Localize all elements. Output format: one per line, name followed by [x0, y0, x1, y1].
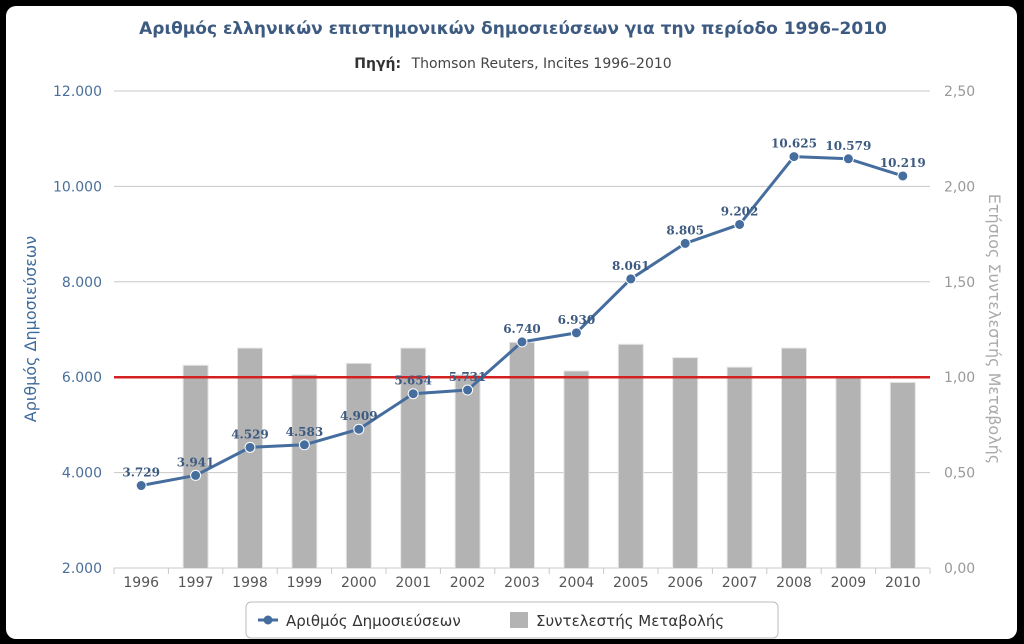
- bar: [455, 375, 480, 568]
- legend-line-marker: [263, 615, 273, 625]
- y-left-tick-label: 2.000: [62, 561, 102, 577]
- bar: [890, 382, 915, 568]
- legend-line-label: Αριθμός Δημοσιεύσεων: [286, 612, 461, 630]
- data-point: [407, 388, 419, 400]
- data-label: 10.579: [825, 139, 871, 153]
- chart-subtitle: Πηγή: Thomson Reuters, Incites 1996–2010: [354, 56, 671, 72]
- data-point: [897, 170, 909, 182]
- data-point: [570, 327, 582, 339]
- bar: [673, 358, 698, 568]
- y-axis-right-title: Ετήσιος Συντελεστής Μεταβολής: [985, 194, 1004, 464]
- data-point: [679, 237, 691, 249]
- y-right-tick-label: 0,00: [944, 561, 975, 577]
- chart-title: Αριθμός ελληνικών επιστημονικών δημοσιεύ…: [139, 19, 887, 39]
- data-label: 5.731: [449, 370, 487, 384]
- line-series-group: 3.729 3.941 4.529 4.583 4.909 5.654 5.731 6.740…: [122, 137, 926, 492]
- y-axis-left: 2.000 4.000 6.000 8.000 10.000 12.000: [53, 84, 102, 577]
- data-label: 4.529: [231, 427, 269, 441]
- data-label: 10.625: [771, 137, 817, 151]
- bar: [727, 367, 752, 568]
- y-right-tick-label: 1,50: [944, 275, 975, 291]
- data-point: [734, 218, 746, 230]
- y-left-tick-label: 4.000: [62, 466, 102, 482]
- data-label: 5.654: [394, 374, 432, 388]
- y-right-tick-label: 2,50: [944, 84, 975, 100]
- legend[interactable]: Αριθμός Δημοσιεύσεων Συντελεστής Μεταβολ…: [245, 601, 779, 639]
- y-right-tick-label: 0,50: [944, 466, 975, 482]
- x-tick-label: 1999: [287, 575, 323, 591]
- data-label: 10.219: [880, 156, 926, 170]
- x-axis: 1996 1997 1998 1999 2000 2001 2002 2003 2004 2005…: [113, 568, 931, 591]
- bar: [183, 365, 208, 568]
- data-label: 8.061: [612, 259, 650, 273]
- x-tick-label: 2001: [395, 575, 431, 591]
- x-tick-label: 2003: [504, 575, 540, 591]
- data-point: [625, 273, 637, 285]
- y-right-tick-label: 2,00: [944, 179, 975, 195]
- data-point: [135, 480, 147, 492]
- y-right-tick-label: 1,00: [944, 370, 975, 386]
- bars-group: [182, 341, 916, 568]
- x-tick-label: 2006: [667, 575, 703, 591]
- legend-item-line[interactable]: Αριθμός Δημοσιεύσεων: [258, 612, 461, 630]
- bar: [782, 348, 806, 568]
- data-label: 4.583: [286, 425, 324, 439]
- y-left-tick-label: 12.000: [53, 84, 102, 100]
- legend-bar-swatch: [510, 612, 528, 628]
- x-tick-label: 2008: [776, 575, 812, 591]
- data-point: [842, 153, 854, 165]
- subtitle-label: Πηγή:: [354, 56, 401, 72]
- subtitle-text: Thomson Reuters, Incites 1996–2010: [411, 56, 672, 72]
- data-point: [244, 441, 256, 453]
- bar: [836, 377, 861, 568]
- data-label: 4.909: [340, 409, 378, 423]
- data-point: [190, 469, 202, 481]
- x-tick-label: 2005: [613, 575, 649, 591]
- y-axis-right: 0,00 0,50 1,00 1,50 2,00 2,50: [944, 84, 975, 577]
- data-point: [298, 439, 310, 451]
- x-tick-label: 2004: [559, 575, 595, 591]
- data-point: [516, 336, 528, 348]
- data-label: 3.941: [177, 455, 215, 469]
- data-label: 6.930: [558, 313, 596, 327]
- data-label: 8.805: [666, 223, 704, 237]
- y-axis-left-title: Αριθμός Δημοσιεύσεων: [21, 236, 40, 422]
- y-left-tick-label: 8.000: [62, 275, 102, 291]
- data-point: [462, 384, 474, 396]
- y-left-tick-label: 10.000: [53, 179, 102, 195]
- x-tick-label: 1997: [178, 575, 214, 591]
- x-tick-label: 2009: [831, 575, 867, 591]
- bar: [292, 375, 317, 568]
- bar: [618, 344, 643, 568]
- legend-bar-label: Συντελεστής Μεταβολής: [536, 612, 724, 630]
- x-tick-label: 1996: [123, 575, 159, 591]
- data-label: 3.729: [122, 466, 160, 480]
- data-point: [788, 151, 800, 163]
- bar: [401, 348, 426, 568]
- x-tick-label: 2010: [885, 575, 921, 591]
- x-tick-label: 2002: [450, 575, 486, 591]
- x-tick-label: 2000: [341, 575, 377, 591]
- data-label: 6.740: [503, 322, 541, 336]
- data-label: 9.202: [721, 204, 759, 218]
- legend-item-bar[interactable]: Συντελεστής Μεταβολής: [510, 612, 724, 630]
- x-tick-label: 2007: [722, 575, 758, 591]
- bar: [564, 371, 589, 568]
- x-tick-label: 1998: [232, 575, 268, 591]
- data-point: [353, 423, 365, 435]
- bar: [238, 348, 262, 568]
- bar: [510, 342, 534, 568]
- bar: [346, 363, 371, 568]
- y-left-tick-label: 6.000: [62, 370, 102, 386]
